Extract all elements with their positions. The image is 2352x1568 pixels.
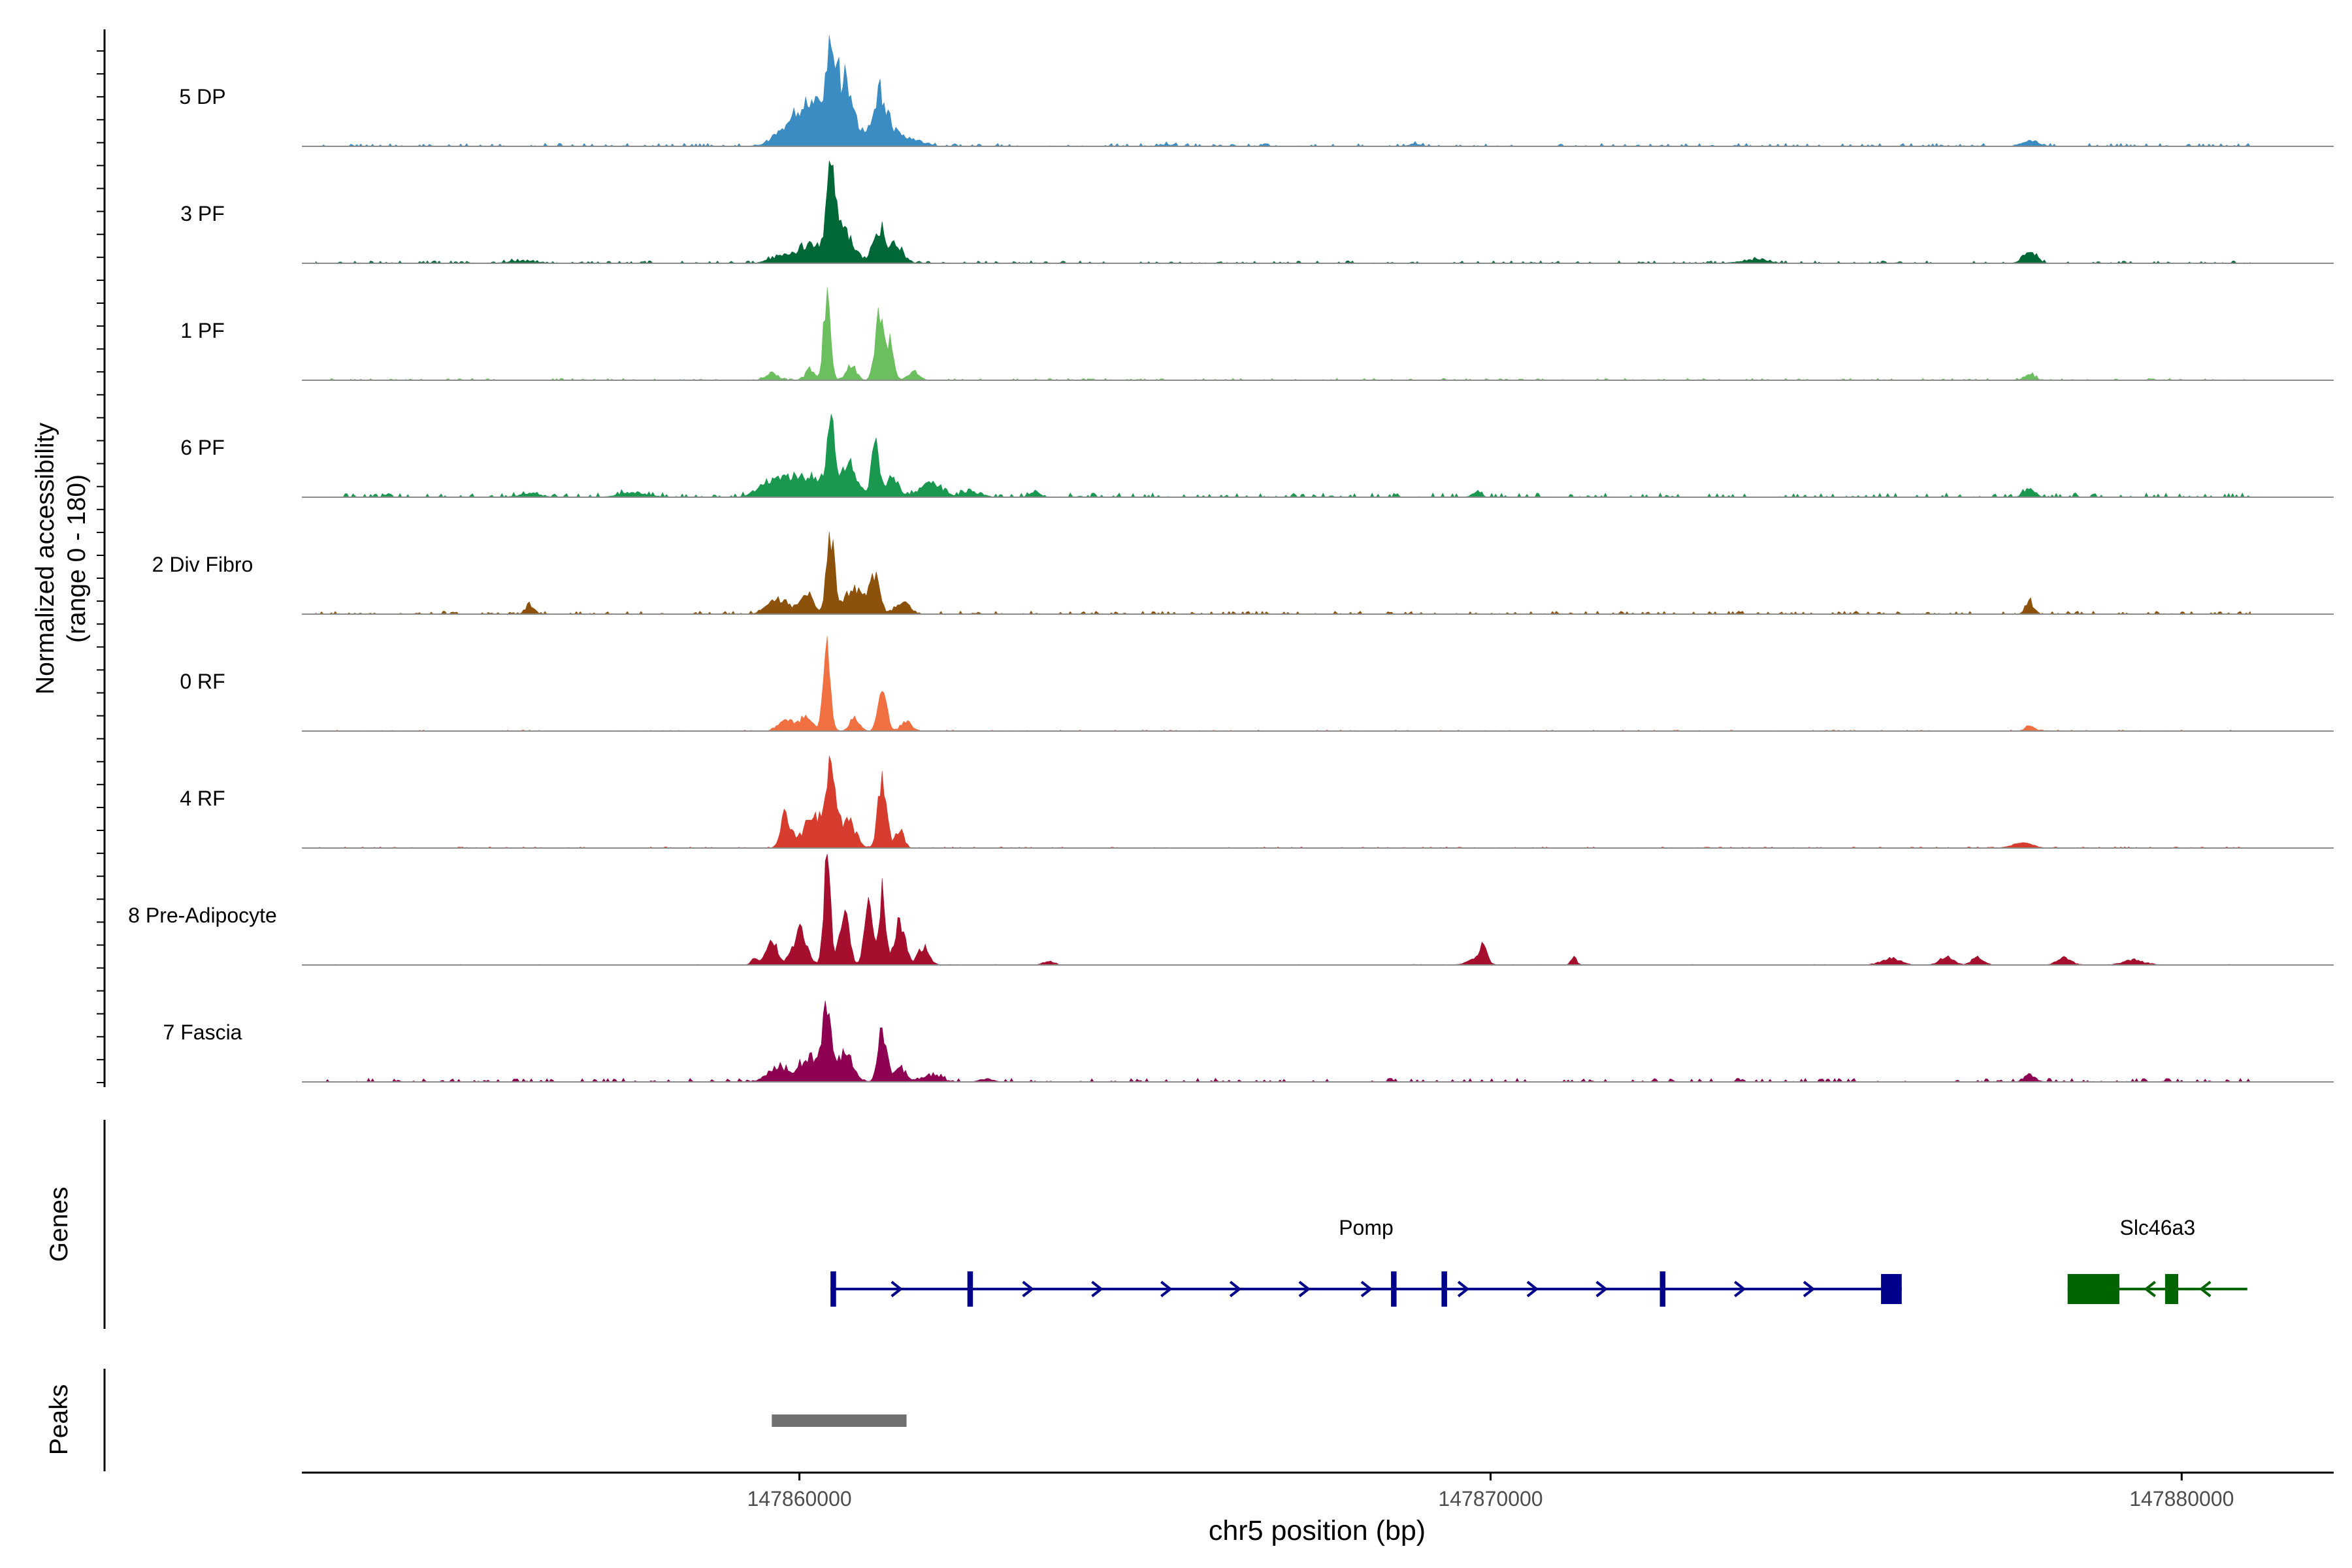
track-0-rf: 0 RF	[180, 636, 2334, 732]
track-8-pre-adipocyte: 8 Pre-Adipocyte	[128, 853, 2334, 966]
track-label-5-dp: 5 DP	[179, 85, 225, 108]
gene-exon-pomp	[967, 1271, 973, 1307]
track-1-pf: 1 PF	[180, 287, 2334, 381]
gene-exon-pomp	[1391, 1271, 1397, 1307]
track-label-0-rf: 0 RF	[180, 670, 225, 693]
coverage-area-5-dp	[316, 35, 2251, 147]
coverage-area-1-pf	[316, 287, 2251, 381]
x-tick-label: 147860000	[747, 1487, 852, 1511]
gene-strand-arrow-pomp	[1457, 1281, 1470, 1298]
gene-exon-slc46a3	[2067, 1274, 2119, 1304]
coverage-area-4-rf	[316, 755, 2251, 849]
track-label-6-pf: 6 PF	[180, 436, 225, 459]
gene-strand-arrow-slc46a3	[2199, 1281, 2212, 1298]
gene-strand-arrow-pomp	[1595, 1281, 1608, 1298]
track-label-3-pf: 3 PF	[180, 202, 225, 225]
track-3-pf: 3 PF	[180, 160, 2334, 264]
coverage-area-7-fascia	[315, 1000, 2251, 1083]
track-label-7-fascia: 7 Fascia	[163, 1021, 242, 1044]
y-axis-label-line2: (range 0 - 180)	[63, 474, 91, 643]
coverage-tracks: 5 DP 3 PF 1 PF 6 PF 2 Div Fibro 0 RF 4 RF 8 Pre…	[128, 35, 2334, 1083]
gene-exon-pomp	[1659, 1271, 1666, 1307]
track-label-2-div-fibro: 2 Div Fibro	[152, 553, 253, 576]
track-2-div-fibro: 2 Div Fibro	[152, 531, 2334, 615]
peaks-track-label: Peaks	[45, 1384, 73, 1455]
gene-slc46a3: Slc46a3	[2067, 1216, 2247, 1304]
peaks-track: Peaks	[45, 1369, 907, 1471]
gene-strand-arrow-pomp	[1022, 1281, 1034, 1298]
x-tick-label: 147880000	[2129, 1487, 2234, 1511]
coverage-area-3-pf	[315, 160, 2251, 264]
gene-strand-arrow-pomp	[1091, 1281, 1103, 1298]
x-tick-label: 147870000	[1438, 1487, 1543, 1511]
gene-exon-pomp	[1881, 1274, 1902, 1304]
track-label-8-pre-adipocyte: 8 Pre-Adipocyte	[128, 904, 277, 927]
track-6-pf: 6 PF	[180, 414, 2334, 498]
gene-exon-slc46a3	[2164, 1274, 2178, 1304]
gene-strand-arrow-pomp	[1803, 1281, 1816, 1298]
coverage-area-8-pre-adipocyte	[316, 853, 2251, 966]
gene-exon-pomp	[830, 1271, 836, 1307]
gene-label-slc46a3: Slc46a3	[2119, 1216, 2195, 1239]
gene-strand-arrow-pomp	[1734, 1281, 1746, 1298]
x-axis-label: chr5 position (bp)	[1209, 1515, 1426, 1546]
track-label-1-pf: 1 PF	[180, 319, 225, 342]
gene-exon-pomp	[1441, 1271, 1447, 1307]
gene-strand-arrow-pomp	[1526, 1281, 1539, 1298]
x-axis: 147860000 147870000 147880000	[302, 1471, 2334, 1511]
gene-strand-arrow-pomp	[1229, 1281, 1242, 1298]
gene-label-pomp: Pomp	[1339, 1216, 1394, 1239]
gene-pomp: Pomp	[830, 1216, 1902, 1307]
track-label-4-rf: 4 RF	[180, 787, 225, 810]
track-4-rf: 4 RF	[180, 755, 2334, 849]
y-axis-label-line1: Normalized accessibility	[31, 422, 59, 694]
genes-track: Genes Pomp Slc46a3	[45, 1120, 2247, 1329]
accessibility-axis	[97, 29, 106, 1087]
genes-track-label: Genes	[45, 1187, 73, 1262]
peak-region	[772, 1414, 907, 1427]
gene-strand-arrow-slc46a3	[2144, 1281, 2156, 1298]
coverage-area-6-pf	[316, 414, 2251, 498]
gene-strand-arrow-pomp	[1298, 1281, 1311, 1298]
gene-strand-arrow-pomp	[1360, 1281, 1373, 1298]
coverage-area-0-rf	[316, 636, 2251, 732]
gene-strand-arrow-pomp	[890, 1281, 903, 1298]
coverage-area-2-div-fibro	[315, 531, 2251, 615]
gene-strand-arrow-pomp	[1160, 1281, 1173, 1298]
track-5-dp: 5 DP	[179, 35, 2334, 147]
track-7-fascia: 7 Fascia	[163, 1000, 2334, 1083]
